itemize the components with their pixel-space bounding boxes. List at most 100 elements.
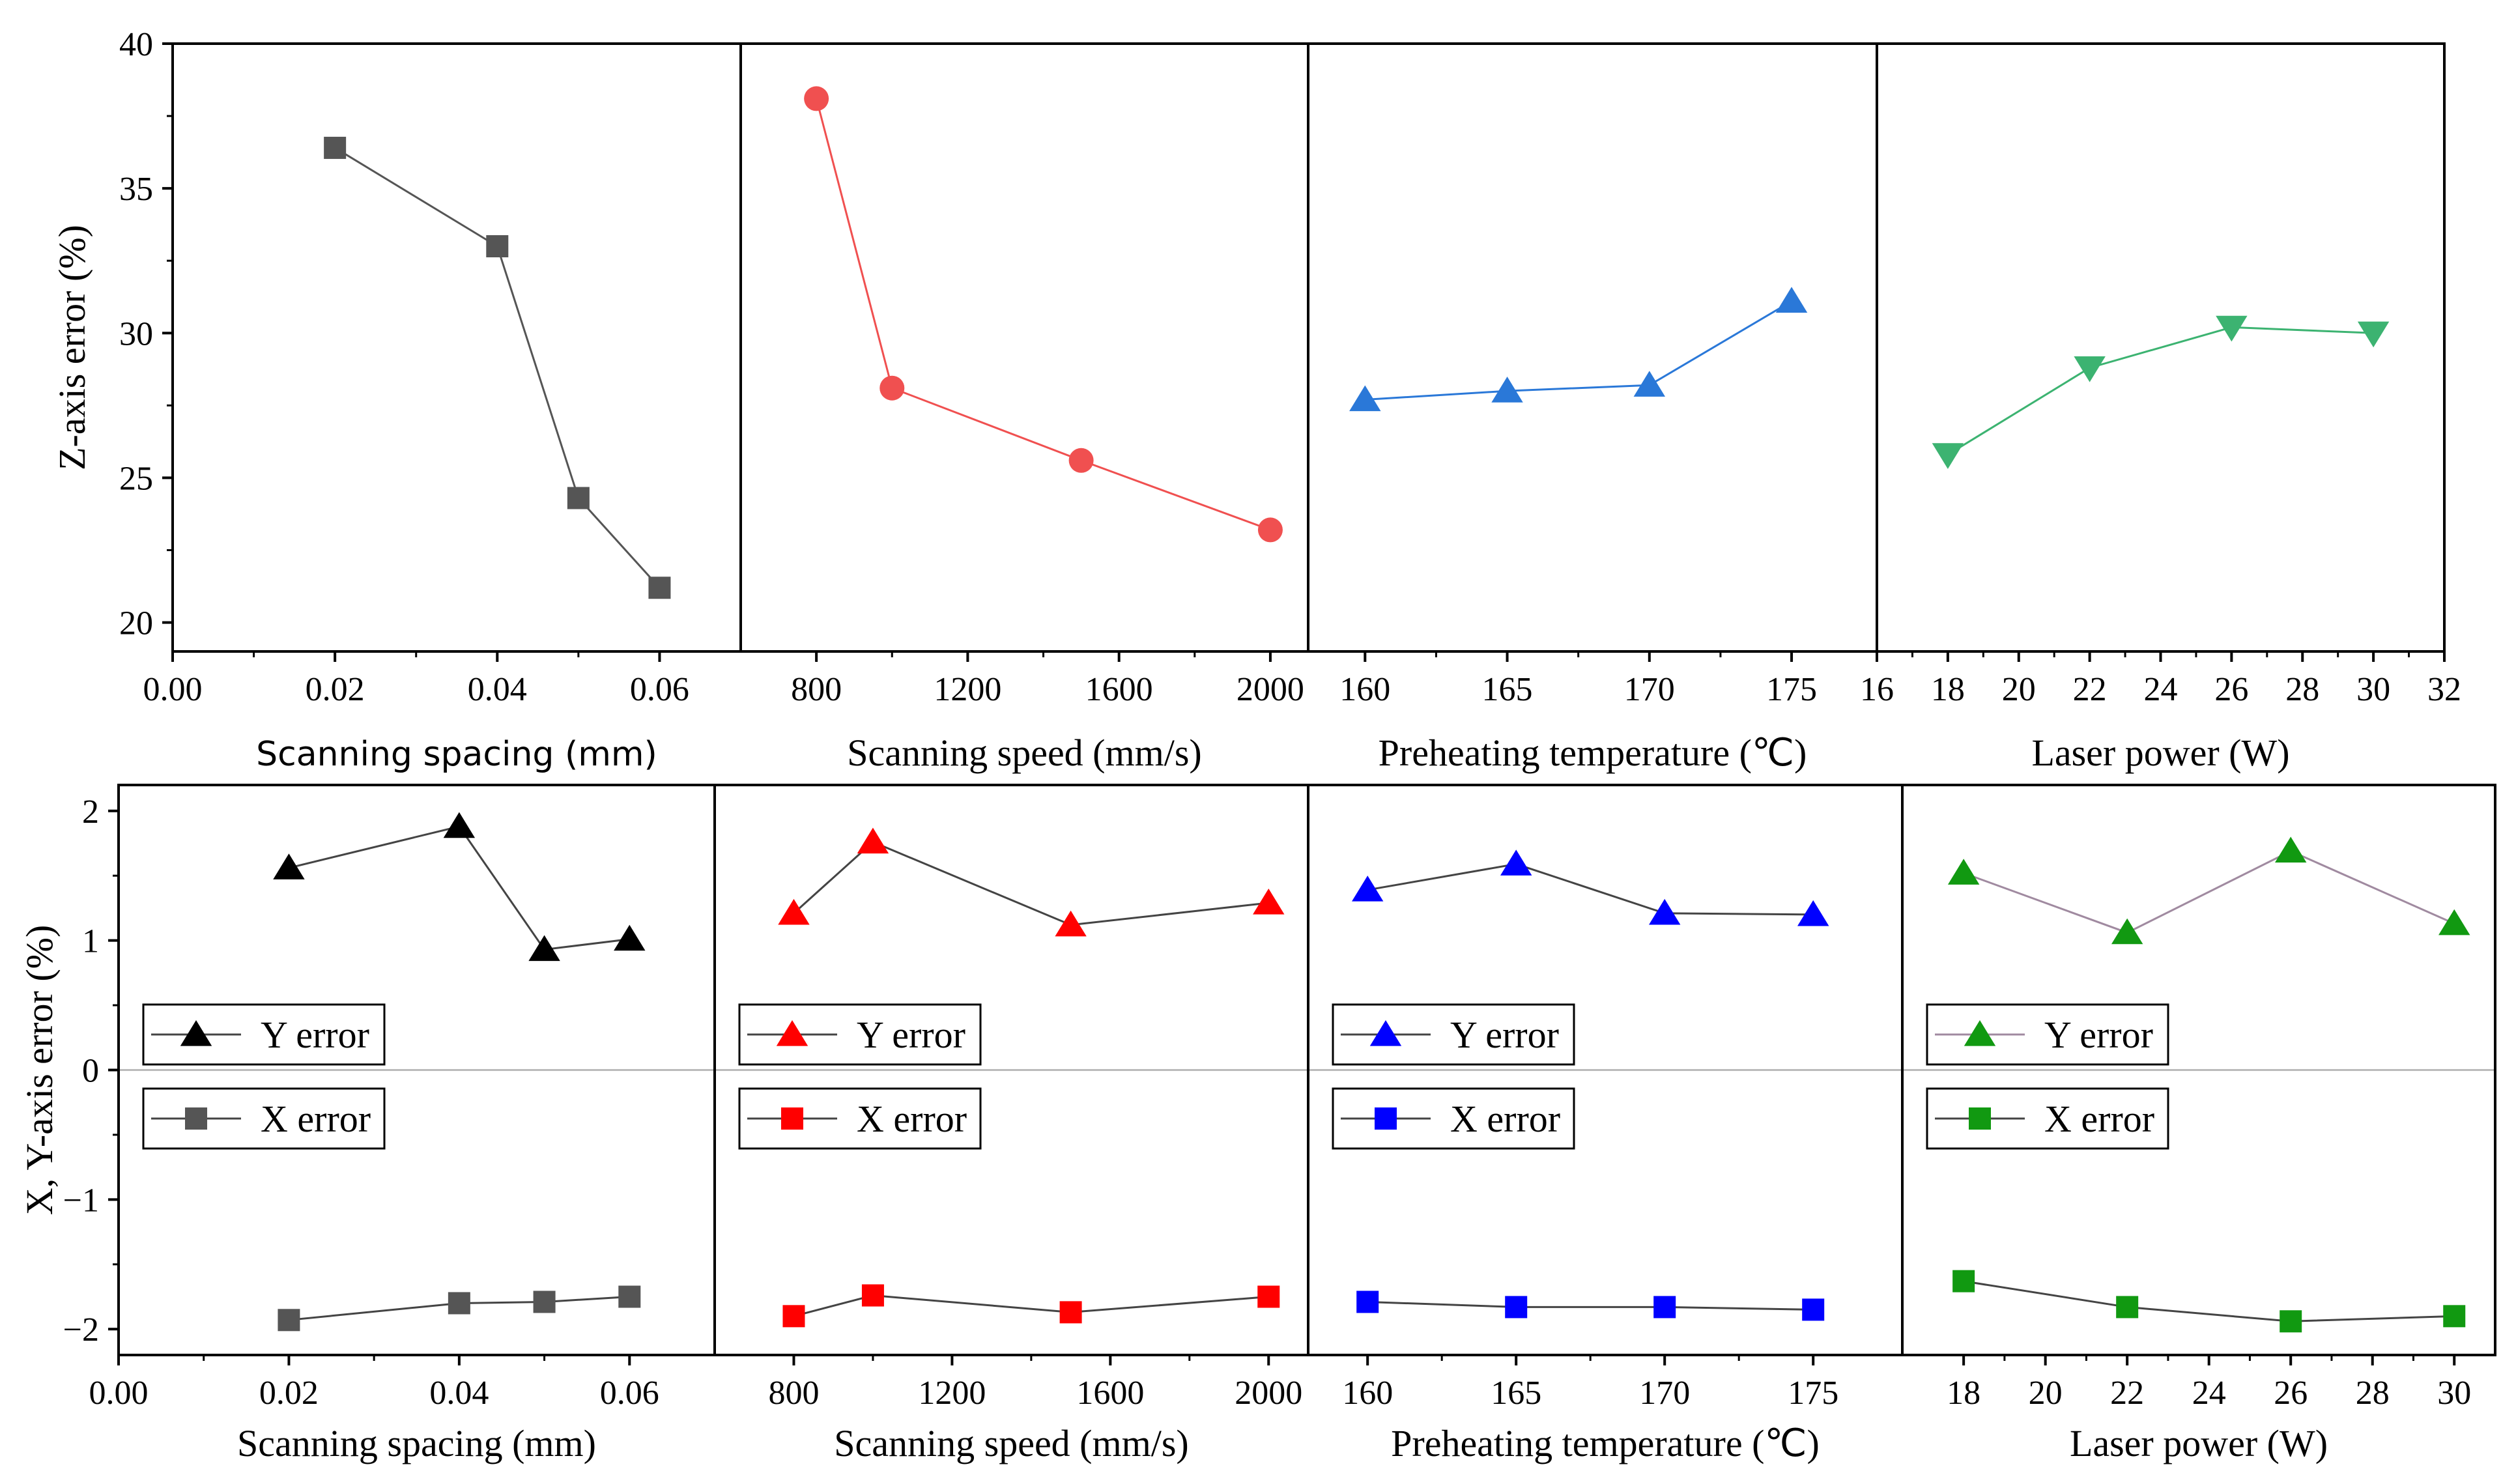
panel-top-2: 800 1200 1600 2000 Scanning speed (mm/s) — [739, 42, 1309, 774]
legend-label: X error — [1450, 1098, 1560, 1140]
marker-square-legend — [1969, 1107, 1991, 1130]
series-line-0 — [1365, 300, 1792, 401]
marker-circle-2 — [1068, 448, 1094, 473]
y-tick-label: −1 — [63, 1182, 99, 1219]
x-tick-label: 1200 — [934, 671, 1001, 708]
marker-triangle-3 — [1775, 287, 1808, 313]
marker-triangle-legend — [776, 1020, 808, 1046]
marker-square-1 — [861, 1284, 884, 1307]
marker-triangle-2 — [1649, 898, 1681, 925]
x-tick-label: 20 — [2029, 1375, 2063, 1412]
x-tick-label: 2000 — [1235, 1375, 1302, 1412]
marker-square-3 — [648, 577, 671, 599]
marker-square-3 — [1802, 1298, 1825, 1321]
plot-frame — [1307, 42, 1878, 653]
y-tick-label: 35 — [119, 171, 153, 208]
panel-top-3: 160 165 170 175 Preheating temperature (℃) — [1307, 42, 1878, 774]
x-tick-label: 16 — [1860, 671, 1894, 708]
x-tick-label: 2000 — [1237, 671, 1304, 708]
y-tick-label: 0 — [82, 1053, 99, 1090]
series-line-0 — [1947, 326, 2374, 456]
x-tick-label: 22 — [2073, 671, 2107, 708]
marker-triangle-0 — [1352, 876, 1384, 902]
x-tick-label: 24 — [2144, 671, 2178, 708]
panel-bottom-2: 800 1200 1600 2000 Scanning speed (mm/s) Y er… — [713, 784, 1309, 1464]
legend-entry-x-error: X error — [1926, 1087, 2169, 1150]
x-tick-label: 0.02 — [259, 1375, 319, 1412]
x-tick-label: 26 — [2214, 671, 2248, 708]
x-tick-label: 32 — [2427, 671, 2461, 708]
series-line-0 — [815, 98, 1271, 531]
marker-triangle-down-2 — [2216, 315, 2248, 342]
y-axis-label: X, Y-axis error (%) — [18, 925, 61, 1216]
marker-square-2 — [2280, 1310, 2302, 1333]
marker-triangle-3 — [614, 924, 646, 951]
marker-square-1 — [2116, 1296, 2139, 1319]
x-tick-label: 0.06 — [630, 671, 689, 708]
x-tick-label: 20 — [2002, 671, 2036, 708]
marker-triangle-0 — [273, 853, 305, 879]
marker-triangle-1 — [1491, 377, 1523, 403]
marker-triangle-2 — [2275, 836, 2307, 863]
x-tick-label: 1600 — [1085, 671, 1153, 708]
series-line-0 — [334, 147, 661, 589]
panel-bottom-3: 160 165 170 175 Preheating temperature (℃) Y … — [1307, 784, 1904, 1464]
x-axis-label: Scanning spacing (mm) — [237, 1422, 596, 1464]
marker-triangle-1 — [2111, 918, 2143, 945]
marker-square-legend — [1375, 1107, 1397, 1130]
y-tick-label: 40 — [119, 26, 153, 63]
x-axis-label: Preheating temperature (℃) — [1379, 732, 1807, 774]
legend-label: X error — [261, 1098, 371, 1140]
marker-square-0 — [1356, 1291, 1379, 1313]
marker-square-3 — [618, 1285, 641, 1308]
legend-entry-y-error: Y error — [142, 1003, 386, 1066]
marker-square-2 — [1653, 1296, 1676, 1319]
marker-triangle-3 — [2438, 909, 2470, 935]
x-tick-label: 26 — [2274, 1375, 2308, 1412]
plot-frame — [171, 42, 742, 653]
panel-bottom-4: 18 20 22 24 26 28 30 Laser power (W) Y error X er… — [1901, 784, 2496, 1464]
marker-triangle-1 — [1500, 849, 1532, 876]
series-line-0 — [1367, 863, 1814, 916]
marker-square-1 — [486, 235, 509, 257]
marker-square-2 — [567, 487, 590, 509]
y-tick-label: −2 — [63, 1311, 99, 1348]
marker-square-0 — [1952, 1270, 1975, 1292]
y-tick-label: 30 — [119, 315, 153, 352]
series-line-1 — [1963, 1280, 2455, 1322]
y-tick-label: 25 — [119, 460, 153, 497]
marker-square-3 — [1257, 1285, 1280, 1308]
marker-square-2 — [533, 1291, 556, 1313]
legend-entry-x-error: X error — [142, 1087, 386, 1150]
series-line-0 — [289, 825, 630, 951]
x-axis-label: Preheating temperature (℃) — [1391, 1422, 1820, 1464]
x-tick-label: 0.00 — [143, 671, 203, 708]
x-axis-label: Laser power (W) — [2031, 732, 2289, 774]
marker-square-0 — [324, 136, 347, 159]
x-tick-label: 0.02 — [306, 671, 365, 708]
x-tick-label: 24 — [2192, 1375, 2226, 1412]
marker-triangle-down-3 — [2357, 321, 2390, 348]
marker-triangle-1 — [443, 812, 476, 838]
x-tick-label: 1200 — [918, 1375, 986, 1412]
x-tick-label: 170 — [1639, 1375, 1690, 1412]
x-tick-label: 28 — [2356, 1375, 2390, 1412]
x-tick-label: 165 — [1491, 1375, 1541, 1412]
x-axis-label: Laser power (W) — [2070, 1422, 2328, 1464]
y-axis-label: Z-axis error (%) — [51, 225, 93, 470]
marker-circle-0 — [804, 86, 829, 111]
legend-label: Y error — [261, 1014, 369, 1056]
x-tick-label: 0.00 — [89, 1375, 149, 1412]
series-line-1 — [793, 1294, 1269, 1317]
marker-square-legend — [781, 1107, 803, 1130]
marker-square-legend — [185, 1107, 207, 1130]
marker-square-3 — [2443, 1305, 2466, 1328]
legend-label: Y error — [1450, 1014, 1559, 1056]
marker-triangle-legend — [1964, 1020, 1996, 1046]
legend-entry-y-error: Y error — [1926, 1003, 2169, 1066]
x-tick-label: 1600 — [1076, 1375, 1144, 1412]
marker-triangle-2 — [1633, 371, 1665, 397]
x-axis-label: Scanning speed (mm/s) — [834, 1422, 1188, 1464]
series-line-1 — [1367, 1300, 1814, 1311]
